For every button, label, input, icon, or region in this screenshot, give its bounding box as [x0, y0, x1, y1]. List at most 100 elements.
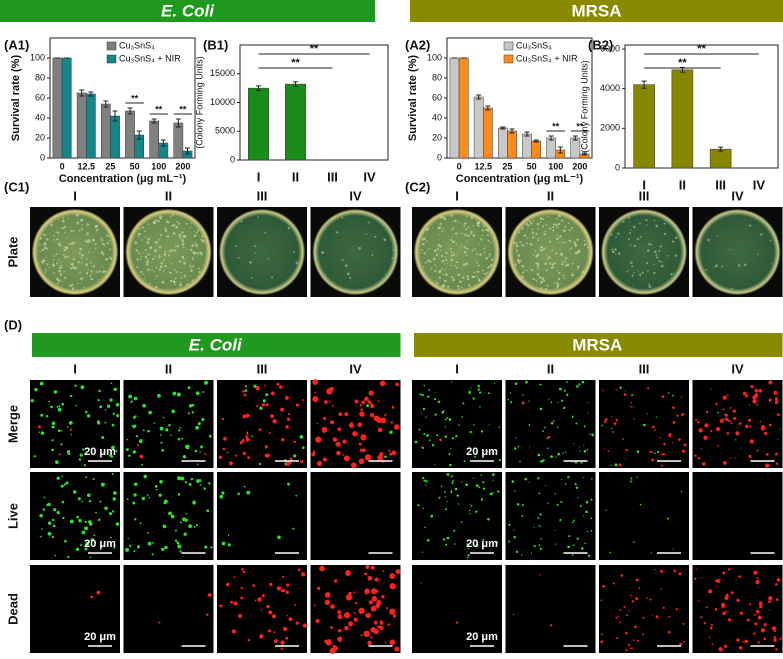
live-cell: [462, 402, 465, 405]
colony: [164, 264, 167, 268]
colony: [58, 269, 61, 273]
colony: [165, 219, 168, 221]
dead-cell: [758, 601, 763, 606]
live-cell: [550, 421, 554, 425]
colony: [52, 262, 54, 264]
colony: [432, 257, 436, 261]
error-bar: [524, 131, 530, 137]
colony: [147, 253, 150, 256]
colony: [189, 275, 191, 278]
live-cell: [455, 434, 458, 438]
significance-label: **: [552, 121, 560, 131]
live-cell: [556, 503, 559, 506]
dead-cell: [753, 613, 756, 616]
dead-cell: [389, 583, 396, 590]
colony: [60, 264, 63, 267]
dead-cell: [600, 599, 603, 602]
dead-cell: [619, 609, 622, 611]
live-cell: [51, 425, 55, 429]
colony: [430, 267, 433, 270]
live-cell: [444, 508, 447, 511]
colony: [617, 232, 620, 235]
colony: [41, 248, 45, 251]
dead-cell: [242, 451, 247, 456]
colony: [88, 251, 90, 254]
plot-frame: [624, 44, 779, 169]
live-cell: [168, 511, 172, 516]
error-bar: [500, 126, 506, 130]
significance-label: **: [155, 104, 163, 114]
colony: [167, 221, 170, 224]
colony: [441, 268, 443, 271]
dead-cell: [757, 641, 760, 644]
live-cell: [539, 383, 542, 386]
colony: [81, 277, 84, 279]
dead-cell: [638, 587, 641, 589]
colony: [583, 240, 586, 242]
dead-cell: [302, 399, 304, 401]
live-cell: [629, 480, 632, 483]
colony: [424, 261, 427, 264]
micrograph: [310, 565, 401, 653]
live-cell: [98, 389, 101, 393]
live-cell: [198, 479, 202, 482]
colony: [639, 274, 642, 277]
dead-cell: [365, 613, 370, 618]
live-cell: [423, 433, 426, 436]
live-cell: [48, 400, 51, 403]
dead-cell: [773, 638, 777, 642]
live-cell: [434, 413, 437, 416]
live-cell: [93, 534, 96, 537]
live-cell: [83, 464, 87, 467]
dead-cell: [283, 626, 288, 632]
plate: [414, 209, 500, 295]
plate: [601, 209, 687, 295]
bar: [52, 57, 63, 159]
colony: [146, 258, 149, 261]
dead-cell: [668, 434, 672, 438]
live-cell: [69, 394, 73, 398]
dead-cell: [207, 593, 212, 597]
colony: [454, 264, 456, 267]
colony: [587, 246, 589, 249]
colony: [523, 234, 527, 237]
colony: [487, 239, 490, 242]
colony: [59, 242, 62, 244]
error-bar: [548, 135, 554, 141]
colony: [520, 275, 524, 279]
live-cell: [110, 382, 113, 385]
live-cell: [171, 409, 176, 414]
colony: [158, 214, 161, 217]
colony: [486, 229, 490, 232]
colony: [85, 257, 88, 260]
live-cell: [84, 526, 89, 531]
colony: [94, 247, 97, 250]
dead-cell: [272, 419, 277, 424]
live-cell: [579, 450, 581, 452]
live-cell: [384, 455, 387, 458]
live-cell: [456, 494, 459, 497]
colony: [555, 224, 558, 227]
colony: [432, 227, 434, 229]
dead-cell: [736, 598, 740, 603]
dead-cell: [726, 394, 729, 396]
colony: [455, 255, 458, 257]
dead-cell: [278, 385, 283, 389]
colony: [189, 227, 191, 229]
colony: [439, 270, 442, 273]
live-cell: [513, 529, 515, 531]
row-label: Plate: [5, 236, 20, 267]
colony: [100, 251, 104, 254]
colony: [536, 265, 538, 268]
bar: [110, 115, 120, 159]
colony: [270, 276, 274, 279]
colony: [451, 275, 454, 279]
colony: [161, 280, 165, 284]
colony: [86, 223, 89, 226]
colony: [632, 284, 634, 286]
live-cell: [302, 446, 305, 450]
colony: [110, 258, 113, 260]
live-cell: [633, 541, 635, 543]
live-cell: [482, 487, 486, 490]
dead-cell: [729, 407, 732, 409]
